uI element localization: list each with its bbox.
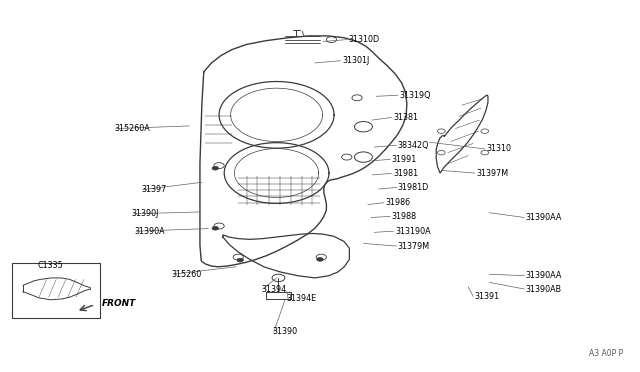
Circle shape [237, 258, 243, 262]
Circle shape [212, 227, 218, 230]
Text: FRONT: FRONT [102, 299, 136, 308]
Circle shape [317, 257, 323, 261]
Text: 31379M: 31379M [398, 241, 430, 250]
Text: 31381: 31381 [394, 113, 419, 122]
Text: 31988: 31988 [392, 212, 417, 221]
Text: 31390A: 31390A [135, 227, 165, 236]
Text: 31390AA: 31390AA [525, 271, 562, 280]
Text: 31319Q: 31319Q [400, 91, 431, 100]
Text: 38342Q: 38342Q [398, 141, 429, 150]
Text: 31391: 31391 [474, 292, 500, 301]
Text: 315260A: 315260A [115, 124, 150, 133]
Text: 31981D: 31981D [398, 183, 429, 192]
Text: 31397: 31397 [141, 185, 166, 194]
Text: 31397M: 31397M [476, 169, 509, 177]
Text: 315260: 315260 [172, 270, 202, 279]
Text: 31390: 31390 [272, 327, 297, 336]
Text: 31981: 31981 [394, 169, 419, 178]
Text: 31390AA: 31390AA [525, 213, 562, 222]
Text: A3 A0P P: A3 A0P P [589, 349, 623, 358]
Text: 31390J: 31390J [132, 209, 159, 218]
Text: C1335: C1335 [38, 261, 63, 270]
Text: 31390AB: 31390AB [525, 285, 562, 294]
Text: 31310: 31310 [486, 144, 511, 153]
Text: 31310D: 31310D [349, 35, 380, 44]
Text: 31394E: 31394E [287, 294, 317, 303]
Text: 31991: 31991 [392, 155, 417, 164]
Text: 31301J: 31301J [342, 56, 370, 65]
FancyBboxPatch shape [12, 263, 100, 318]
Text: 31394: 31394 [261, 285, 286, 294]
Text: 31986: 31986 [385, 198, 410, 207]
Text: 313190A: 313190A [396, 227, 431, 236]
Circle shape [212, 166, 218, 170]
